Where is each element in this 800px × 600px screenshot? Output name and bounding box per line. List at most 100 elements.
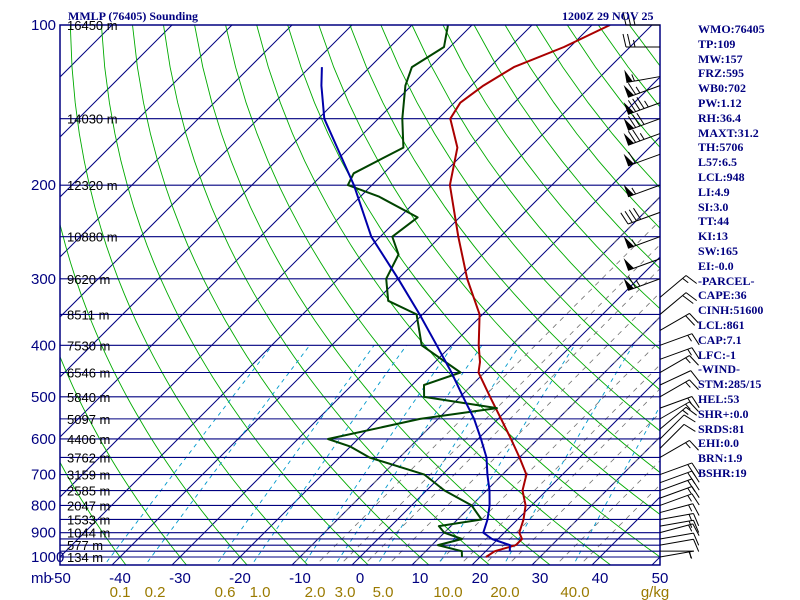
moist-adiabat	[291, 195, 660, 565]
isotherm-line	[531, 436, 660, 565]
wind-barb	[659, 406, 698, 430]
index-item: PW:1.12	[698, 95, 742, 110]
height-label: 8511 m	[67, 307, 109, 322]
plot-frame	[59, 24, 661, 566]
isotherm-line	[291, 196, 660, 565]
y-tick-label: 800	[31, 497, 56, 514]
index-item: TT:44	[698, 214, 730, 229]
index-item: CAP:7.1	[698, 332, 742, 347]
wind-barb	[659, 292, 698, 315]
index-item: STM:285/15	[698, 377, 762, 392]
wind-barb	[623, 276, 661, 291]
wind-barb	[623, 151, 661, 167]
wind-barb	[623, 83, 661, 98]
index-item: CAPE:36	[698, 288, 747, 303]
isotherm-line	[231, 136, 660, 565]
index-item: MW:157	[698, 51, 743, 66]
height-label: 5840 m	[67, 390, 110, 405]
height-label: 12320 m	[67, 178, 118, 193]
mixing-ratio-label: 0.6	[215, 584, 236, 600]
height-label: 16450 m	[67, 18, 118, 33]
dry-adiabat	[380, 25, 660, 391]
wind-barb	[659, 275, 698, 298]
wind-barb	[659, 423, 696, 449]
chart-series	[320, 25, 611, 558]
indices-panel: WMO:76405 TP:109 MW:157 FRZ:595 WB0:702 PW:1.…	[698, 22, 798, 481]
mixing-ratio-line	[302, 345, 454, 565]
mixing-ratio-label: 10.0	[433, 584, 462, 600]
index-item: BRN:1.9	[698, 451, 743, 466]
wind-barb	[659, 347, 700, 360]
index-item: KI:13	[698, 229, 728, 244]
mixing-ratio-line	[251, 345, 407, 565]
index-item: SHR+:0.0	[698, 406, 749, 421]
index-item: -PARCEL-	[698, 273, 755, 288]
wind-barb	[623, 184, 661, 198]
height-label: 3762 m	[67, 450, 110, 465]
index-item: SI:3.0	[698, 199, 729, 214]
index-item: LCL:861	[698, 317, 745, 332]
dry-adiabat	[349, 25, 660, 432]
index-item: -WIND-	[698, 362, 740, 377]
wind-barb	[659, 519, 700, 533]
chart-grid	[60, 25, 660, 565]
height-label: 134 m	[67, 550, 103, 565]
wind-barb	[659, 355, 699, 373]
x-tick-label: 0	[356, 570, 364, 587]
mixing-ratio-label: 40.0	[560, 584, 589, 600]
isotherm-line	[60, 25, 233, 198]
mixing-ratio-label: 1.0	[250, 584, 271, 600]
y-tick-label: 400	[31, 337, 56, 354]
index-item: FRZ:595	[698, 66, 744, 81]
index-item: L57:6.5	[698, 155, 737, 170]
isotherm-line	[60, 25, 353, 318]
x-tick-label: 20	[472, 570, 489, 587]
index-item: SRDS:81	[698, 421, 745, 436]
index-item: SW:165	[698, 243, 739, 258]
wind-barb	[659, 493, 700, 506]
index-item: LCL:948	[698, 169, 745, 184]
wind-barb	[623, 236, 661, 249]
index-item: HEL:53	[698, 391, 740, 406]
wind-barb	[659, 379, 699, 398]
height-label: 4406 m	[67, 432, 110, 447]
mixing-ratio-label: 20.0	[490, 584, 519, 600]
isotherm-line	[60, 25, 473, 438]
index-item: WMO:76405	[698, 22, 765, 36]
wind-barb	[620, 207, 661, 225]
height-label: 5097 m	[67, 412, 110, 427]
wind-barb	[659, 523, 700, 536]
wind-barb	[623, 258, 661, 271]
dry-adiabat	[442, 25, 660, 310]
dry-adiabat	[473, 25, 660, 269]
height-label: 6546 m	[67, 366, 110, 381]
y-tick-label: 300	[31, 271, 56, 288]
isotherm-line	[60, 25, 593, 558]
mixing-ratio-label: 2.0	[305, 584, 326, 600]
dry-adiabat	[411, 25, 660, 350]
mixing-ratio-line	[572, 405, 660, 565]
isotherm-line	[60, 25, 293, 258]
height-label: 2585 m	[67, 484, 110, 499]
y-tick-label: 700	[31, 467, 56, 484]
series-parcel-line	[320, 67, 511, 552]
y-tick-label: 100	[31, 17, 56, 34]
x-tick-label: -10	[289, 570, 311, 587]
mixing-ratio-label: g/kg	[641, 584, 669, 600]
x-tick-label: 50	[652, 570, 669, 587]
mixing-ratio-line	[503, 345, 634, 565]
mixing-ratio-label: 0.1	[110, 584, 131, 600]
x-tick-label: -40	[109, 570, 131, 587]
moist-adiabat	[315, 219, 660, 565]
wind-barb	[659, 538, 700, 552]
isotherm-line	[171, 76, 660, 565]
x-tick-label: 10	[412, 570, 429, 587]
mixing-ratio-label: 3.0	[335, 584, 356, 600]
isotherm-line	[471, 376, 660, 565]
index-item: RH:36.4	[698, 110, 741, 125]
height-label: 1044 m	[67, 526, 110, 541]
index-item: BSHR:19	[698, 465, 747, 480]
series-temperature-line	[448, 25, 611, 558]
